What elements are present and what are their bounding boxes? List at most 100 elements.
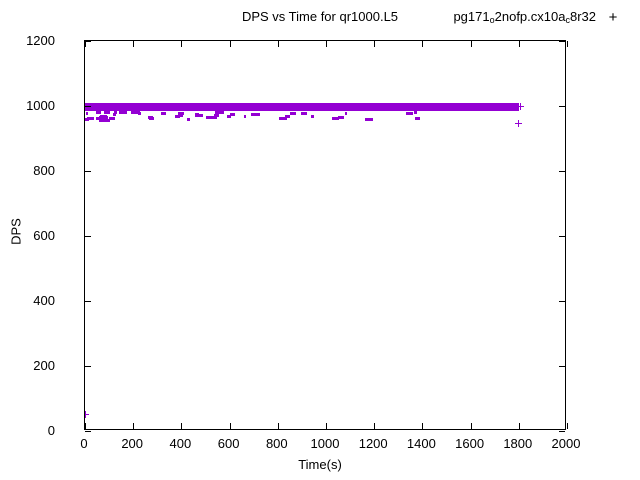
x-tick-label: 800: [265, 436, 288, 451]
x-tick-mark: [85, 423, 86, 429]
data-point-low: [337, 116, 344, 120]
data-point-low: [290, 112, 297, 116]
x-tick-label: 400: [169, 436, 192, 451]
x-axis-title: Time(s): [298, 457, 342, 472]
x-tick-mark-top: [85, 41, 86, 47]
data-point-low: [406, 112, 413, 115]
data-point-marker: [85, 411, 89, 419]
legend-entry-label: pg171o2nofp.cx10ac8r32: [453, 9, 596, 26]
data-point-low: [332, 116, 339, 120]
data-point-low: [227, 114, 232, 118]
x-tick-mark: [470, 423, 472, 429]
legend-label-sub-o: o: [489, 15, 495, 25]
data-point-low: [160, 112, 166, 116]
x-tick-mark: [422, 423, 424, 429]
data-point-low: [87, 117, 95, 121]
data-point-low: [243, 114, 247, 118]
data-point-low: [250, 113, 260, 117]
x-tick-mark: [326, 423, 327, 429]
data-point-low: [179, 114, 183, 118]
x-tick-label: 2000: [551, 436, 581, 451]
x-tick-label: 0: [80, 436, 88, 451]
data-point-low: [148, 116, 154, 120]
y-tick-label: 1200: [26, 33, 55, 48]
data-point-marker: [515, 120, 523, 128]
data-point-low: [86, 112, 89, 116]
legend-marker-plus-icon: +: [608, 9, 618, 26]
y-tick-mark: [85, 301, 91, 302]
x-tick-mark-top: [374, 41, 376, 47]
data-point-low: [104, 111, 111, 115]
data-point-low: [148, 116, 154, 120]
data-point-low: [112, 113, 116, 117]
legend-label-suffix: 8r32: [569, 9, 596, 24]
x-tick-mark-top: [133, 41, 135, 47]
legend-label-prefix: pg171: [453, 9, 490, 24]
y-tick-mark: [85, 106, 91, 107]
x-tick-label: 200: [121, 436, 144, 451]
y-tick-mark-right: [559, 431, 565, 432]
x-tick-mark: [277, 423, 279, 429]
y-tick-mark-right: [559, 41, 565, 42]
x-tick-mark-top: [229, 41, 231, 47]
data-point-low: [99, 118, 109, 122]
data-point-low: [344, 112, 347, 116]
x-tick-mark-top: [181, 41, 183, 47]
data-point-low: [310, 114, 314, 118]
x-tick-mark-top: [518, 41, 520, 47]
data-band-main: [85, 103, 519, 111]
data-point-low: [101, 117, 107, 121]
x-tick-label: 1600: [455, 436, 485, 451]
data-point-low: [85, 117, 90, 121]
data-point-low: [229, 113, 235, 117]
x-tick-label: 1800: [503, 436, 533, 451]
data-point-low: [285, 114, 290, 118]
data-point-low: [215, 111, 224, 115]
data-point-low: [99, 114, 107, 118]
data-point-low: [213, 113, 220, 117]
x-tick-mark-top: [326, 41, 327, 47]
data-point-low: [206, 116, 211, 120]
data-point-low: [175, 115, 180, 119]
x-tick-mark-top: [567, 41, 568, 47]
y-tick-mark-right: [559, 236, 565, 237]
y-tick-mark-right: [559, 106, 565, 107]
data-point-marker: [516, 103, 524, 111]
x-tick-mark-top: [422, 41, 424, 47]
data-point-low: [96, 116, 106, 120]
data-point-low: [137, 111, 141, 115]
y-tick-mark: [85, 236, 91, 237]
x-tick-label: 1400: [406, 436, 436, 451]
data-point-low: [109, 117, 115, 121]
x-tick-mark: [181, 423, 183, 429]
legend: pg171o2nofp.cx10ac8r32 +: [453, 9, 630, 26]
legend-label-mid: 2nofp.cx10a: [494, 9, 566, 24]
y-tick-label: 600: [33, 228, 55, 243]
data-point-low: [113, 111, 118, 115]
data-point-low: [365, 117, 374, 121]
x-tick-mark: [518, 423, 520, 429]
data-point-low: [279, 117, 288, 121]
data-point-low: [300, 112, 308, 116]
data-point-low: [413, 111, 418, 115]
y-tick-mark: [85, 41, 91, 42]
data-point-low: [131, 111, 141, 115]
data-point-low: [415, 116, 421, 120]
plot-data-layer: [85, 41, 565, 429]
chart-title: DPS vs Time for qr1000.L5: [241, 9, 399, 24]
data-point-low: [195, 114, 204, 118]
plot-area: [84, 40, 568, 432]
x-tick-mark: [374, 423, 376, 429]
legend-label-sub-c: c: [565, 15, 570, 25]
y-tick-label: 1000: [26, 98, 55, 113]
y-tick-mark: [85, 171, 91, 172]
data-point-low: [99, 116, 109, 120]
data-point-low: [195, 113, 199, 116]
x-tick-mark: [133, 423, 135, 429]
y-tick-mark-right: [559, 301, 565, 302]
x-tick-label: 1200: [358, 436, 388, 451]
y-tick-mark: [85, 366, 91, 367]
y-tick-mark: [85, 431, 91, 432]
x-tick-mark-top: [470, 41, 472, 47]
